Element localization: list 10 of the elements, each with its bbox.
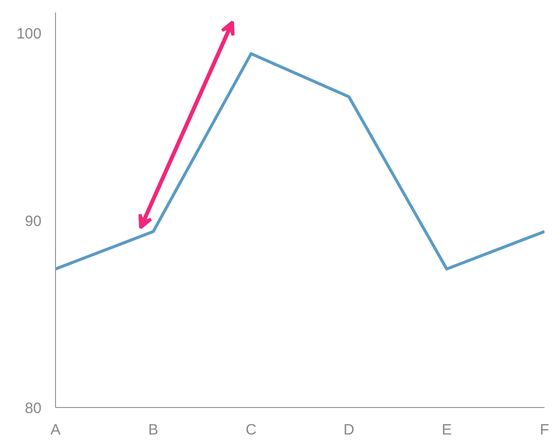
x-tick-label: F bbox=[540, 422, 550, 438]
x-tick-label: A bbox=[50, 422, 61, 438]
x-tick-label: B bbox=[148, 422, 158, 438]
line-series bbox=[56, 52, 544, 270]
y-tick-label: 80 bbox=[24, 400, 42, 417]
x-tick-label: E bbox=[442, 422, 452, 438]
x-tick-label: D bbox=[343, 422, 354, 438]
y-tick-label: 90 bbox=[24, 212, 42, 230]
x-tick-label: C bbox=[246, 422, 257, 438]
y-tick-label: 100 bbox=[16, 26, 42, 43]
